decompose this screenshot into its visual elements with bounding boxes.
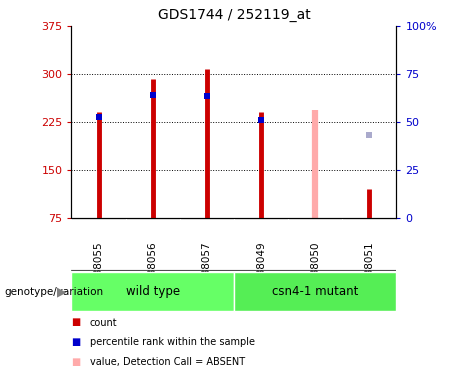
Text: ■: ■	[71, 318, 81, 327]
Text: wild type: wild type	[126, 285, 180, 298]
Text: csn4-1 mutant: csn4-1 mutant	[272, 285, 358, 298]
Text: GSM88050: GSM88050	[310, 241, 320, 298]
Text: GSM88055: GSM88055	[94, 241, 104, 298]
Text: genotype/variation: genotype/variation	[5, 286, 104, 297]
Text: ■: ■	[71, 357, 81, 366]
Bar	[71, 272, 234, 311]
Text: percentile rank within the sample: percentile rank within the sample	[90, 337, 255, 347]
Bar	[234, 272, 396, 311]
Text: GSM88051: GSM88051	[364, 241, 374, 298]
Text: ■: ■	[71, 337, 81, 347]
Text: count: count	[90, 318, 118, 327]
Text: GSM88049: GSM88049	[256, 241, 266, 298]
Text: value, Detection Call = ABSENT: value, Detection Call = ABSENT	[90, 357, 245, 366]
Text: GSM88056: GSM88056	[148, 241, 158, 298]
Text: GSM88057: GSM88057	[202, 241, 212, 298]
Text: ▶: ▶	[57, 285, 67, 298]
Title: GDS1744 / 252119_at: GDS1744 / 252119_at	[158, 9, 310, 22]
